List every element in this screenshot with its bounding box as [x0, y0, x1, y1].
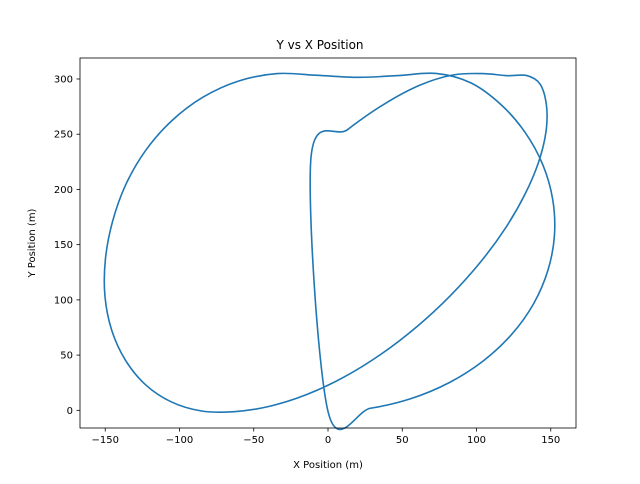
x-tick-label: 150	[541, 435, 560, 446]
x-tick-label: −50	[243, 435, 264, 446]
y-tick-label: 300	[54, 74, 73, 85]
x-tick-label: 0	[325, 435, 331, 446]
chart-title: Y vs X Position	[275, 38, 363, 52]
plot-area	[103, 72, 556, 431]
y-axis: 0 50 100 150 200 250 300	[54, 74, 80, 417]
x-tick-label: 100	[467, 435, 486, 446]
y-tick-label: 0	[67, 406, 73, 417]
y-tick-label: 150	[54, 240, 73, 251]
trajectory-line	[103, 72, 556, 431]
x-axis: −150 −100 −50 0 50 100 150	[92, 428, 560, 446]
y-tick-label: 200	[54, 185, 73, 196]
x-tick-label: 50	[396, 435, 409, 446]
x-tick-label: −100	[166, 435, 193, 446]
x-tick-label: −150	[92, 435, 119, 446]
y-axis-label: Y Position (m)	[27, 208, 38, 278]
y-tick-label: 100	[54, 295, 73, 306]
y-tick-label: 250	[54, 130, 73, 141]
y-tick-label: 50	[60, 351, 73, 362]
x-axis-label: X Position (m)	[293, 460, 363, 471]
